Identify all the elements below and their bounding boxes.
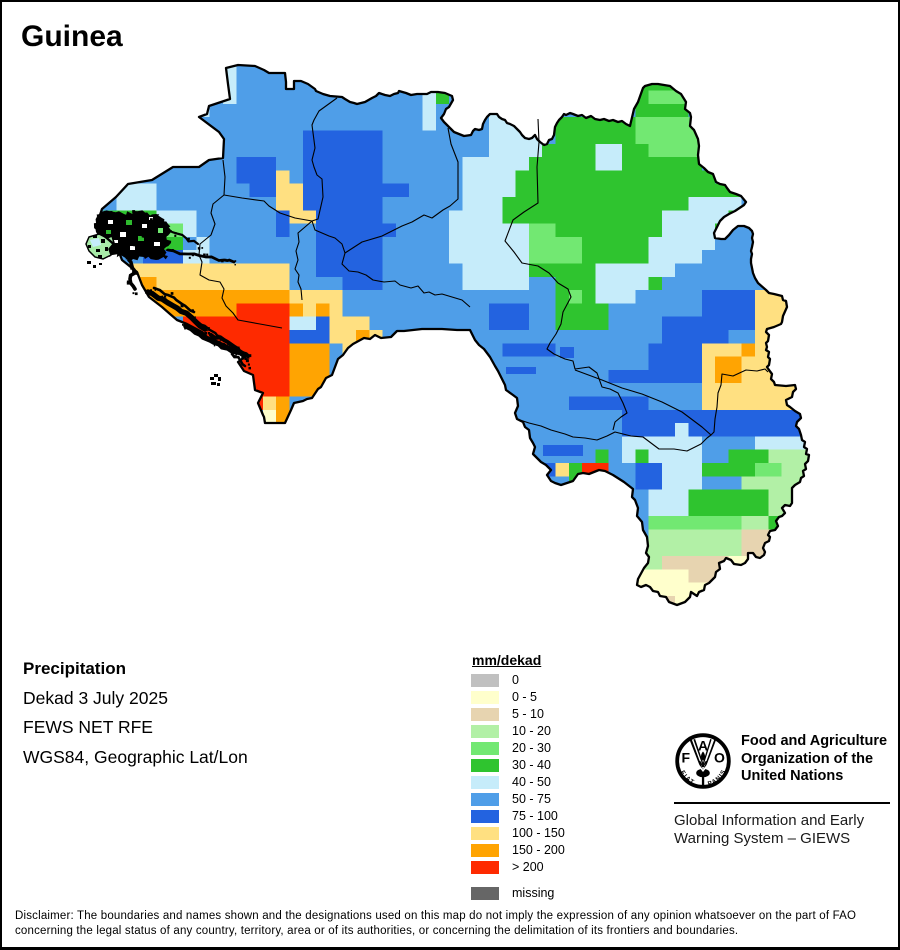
svg-text:O: O <box>714 750 725 766</box>
svg-text:F: F <box>682 750 691 766</box>
svg-text:A: A <box>698 738 708 754</box>
